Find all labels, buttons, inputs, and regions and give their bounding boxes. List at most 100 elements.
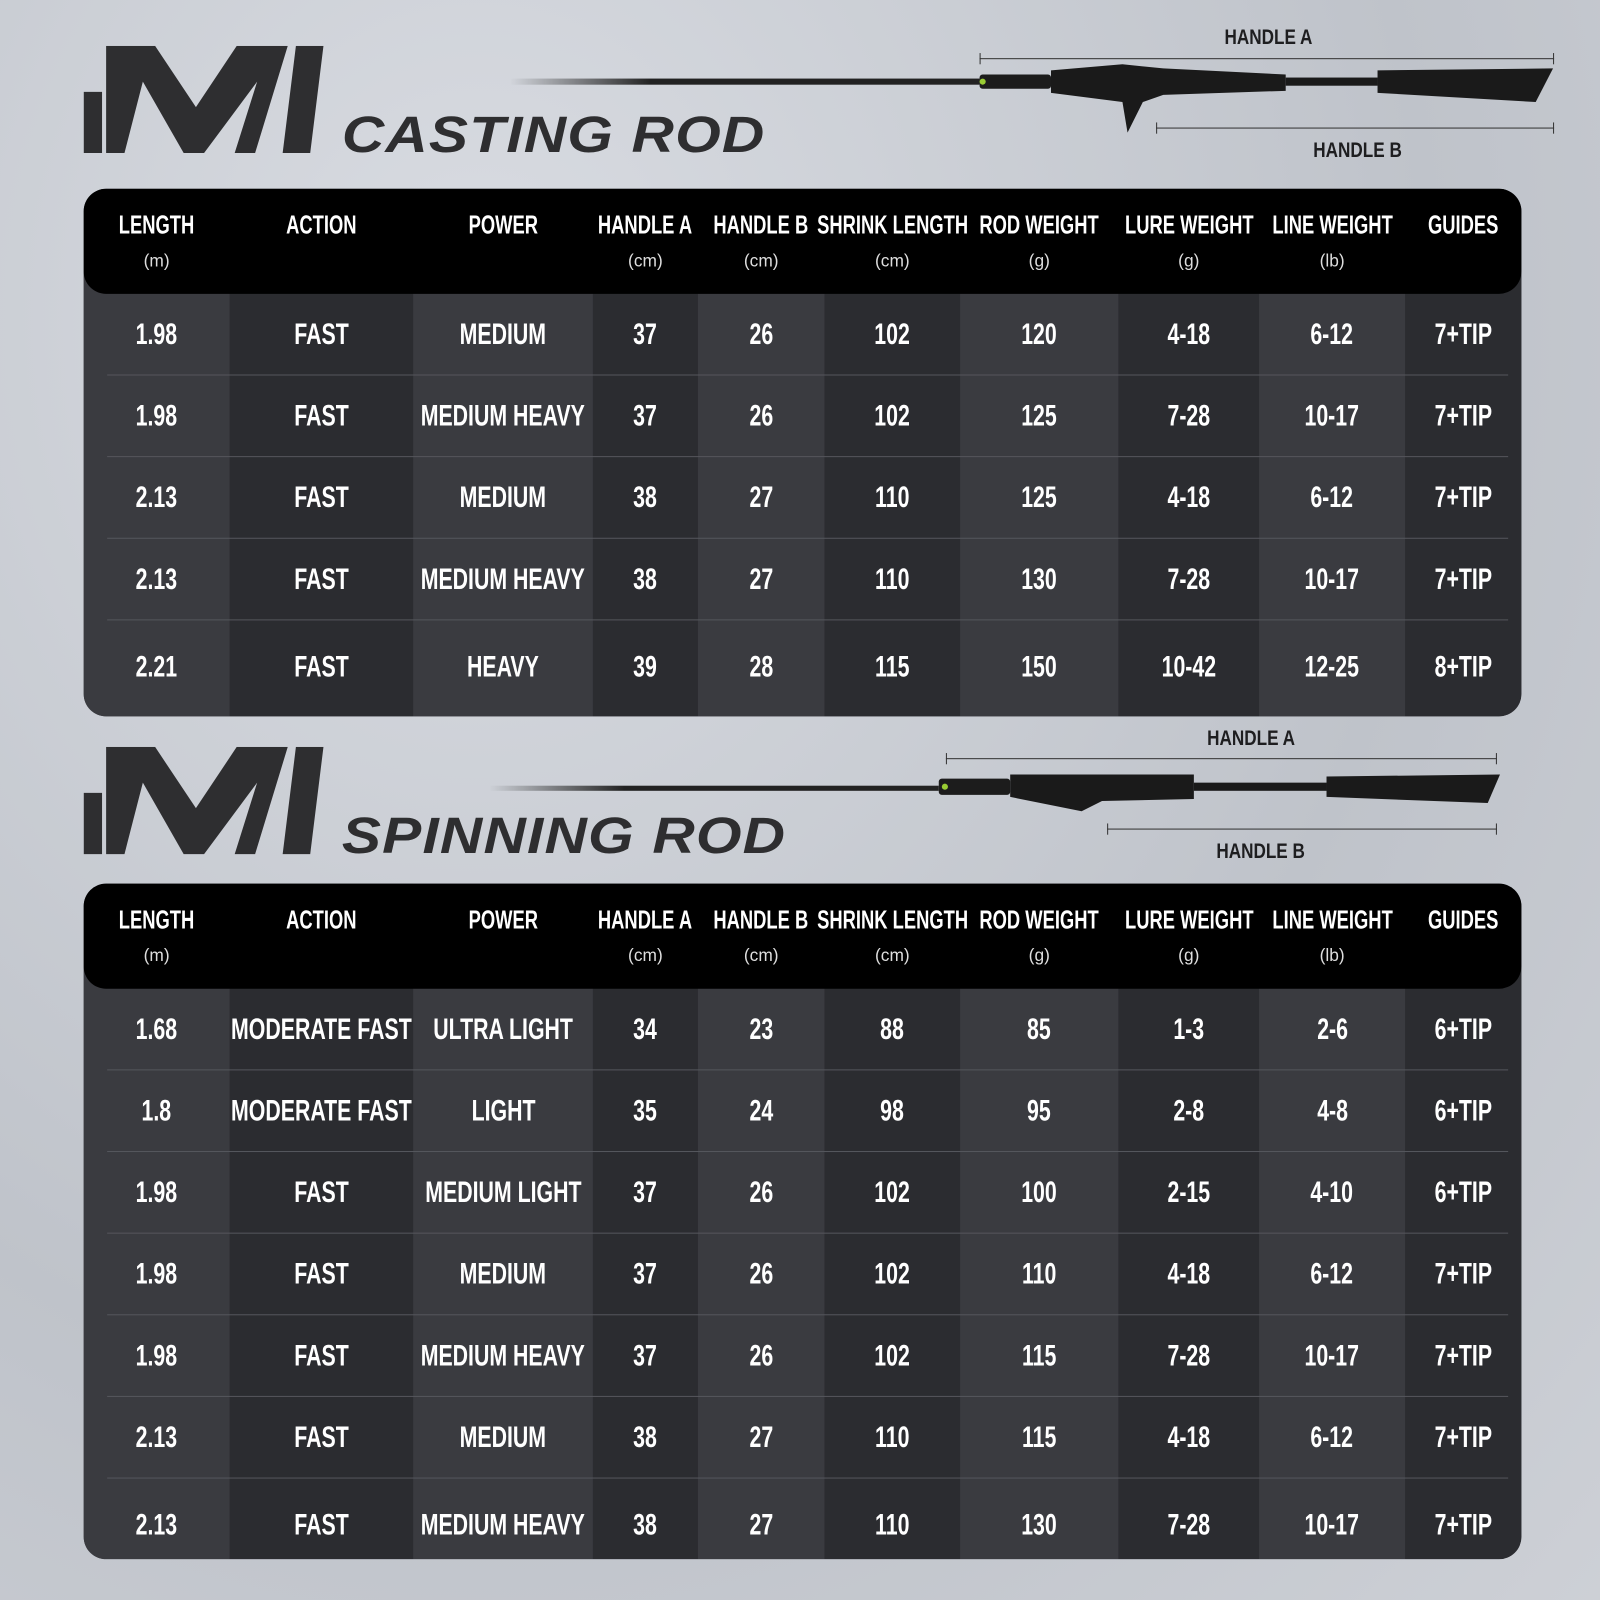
cell-value: MODERATE FAST bbox=[231, 1094, 412, 1128]
table-cell: MEDIUM HEAVY bbox=[413, 1479, 593, 1560]
cell-value: FAST bbox=[294, 1420, 349, 1454]
table-cell: 7+TIP bbox=[1405, 1234, 1521, 1316]
table-cell: 6-12 bbox=[1259, 457, 1405, 539]
table-cell: 7+TIP bbox=[1405, 1479, 1521, 1560]
cell-value: 7-28 bbox=[1167, 1339, 1211, 1372]
table-cell: 102 bbox=[824, 294, 960, 376]
cell-value: 115 bbox=[1022, 1339, 1057, 1372]
cell-value: 34 bbox=[633, 1012, 658, 1046]
table-cell: 27 bbox=[698, 457, 825, 539]
table-cell: 12-25 bbox=[1259, 620, 1405, 714]
brand-logo bbox=[83, 746, 324, 855]
column-header-unit: (cm) bbox=[628, 945, 663, 966]
column-header-label: LINE WEIGHT bbox=[1271, 211, 1393, 240]
cell-value: 37 bbox=[633, 317, 658, 351]
table-cell: 26 bbox=[698, 1315, 825, 1397]
table-cell: 4-18 bbox=[1118, 294, 1259, 376]
cell-value: 1.98 bbox=[135, 317, 178, 351]
table-row: 2.13 FAST MEDIUM HEAVY 38 27 110 130 7-28 10-17 7… bbox=[84, 1479, 1522, 1560]
cell-value: ULTRA LIGHT bbox=[433, 1012, 573, 1046]
table-cell: 37 bbox=[593, 294, 698, 376]
table-cell: 125 bbox=[960, 457, 1118, 539]
cell-value: 12-25 bbox=[1304, 650, 1360, 684]
table-cell: 38 bbox=[593, 457, 698, 539]
table-cell: HEAVY bbox=[413, 620, 593, 714]
table-cell: MEDIUM bbox=[413, 1397, 593, 1479]
cell-value: 2-6 bbox=[1316, 1012, 1348, 1046]
cell-value: 125 bbox=[1021, 481, 1058, 514]
cell-value: 1-3 bbox=[1173, 1012, 1205, 1046]
cell-value: 115 bbox=[1022, 1420, 1057, 1454]
cell-value: 2-8 bbox=[1173, 1094, 1205, 1128]
handle-b-label: HANDLE B bbox=[1313, 138, 1402, 163]
table-cell: MEDIUM bbox=[413, 294, 593, 376]
table-cell: 27 bbox=[698, 1479, 825, 1560]
cell-value: 150 bbox=[1021, 650, 1058, 684]
table-cell: 95 bbox=[960, 1070, 1118, 1152]
cell-value: 125 bbox=[1021, 399, 1058, 433]
table-cell: 1.98 bbox=[84, 294, 230, 376]
table-cell: 10-17 bbox=[1259, 1315, 1405, 1397]
table-cell: 7+TIP bbox=[1405, 539, 1521, 621]
column-header: LENGTH (m) bbox=[84, 189, 230, 294]
cell-value: 10-17 bbox=[1304, 1339, 1360, 1372]
column-header-unit: (m) bbox=[143, 945, 170, 966]
column-header-label: LURE WEIGHT bbox=[1124, 211, 1254, 240]
table-cell: 4-18 bbox=[1118, 457, 1259, 539]
column-header: LURE WEIGHT (g) bbox=[1118, 884, 1259, 989]
table-cell: FAST bbox=[230, 1315, 414, 1397]
column-header: GUIDES bbox=[1405, 884, 1521, 989]
table-cell: 38 bbox=[593, 539, 698, 621]
column-header-label: LINE WEIGHT bbox=[1271, 906, 1393, 935]
handle-b-label: HANDLE B bbox=[1216, 839, 1305, 864]
cell-value: 6-12 bbox=[1310, 1420, 1354, 1454]
cell-value: 4-8 bbox=[1316, 1094, 1348, 1128]
cell-value: 110 bbox=[875, 481, 910, 514]
column-header-label: SHRINK LENGTH bbox=[816, 906, 968, 935]
column-header-unit: (g) bbox=[1178, 251, 1200, 271]
table-cell: 24 bbox=[698, 1070, 825, 1152]
section-title: CASTING ROD bbox=[341, 106, 766, 164]
cell-value: 27 bbox=[749, 1420, 774, 1454]
cell-value: 7-28 bbox=[1167, 1508, 1211, 1542]
cell-value: FAST bbox=[294, 562, 349, 596]
table-cell: 1.8 bbox=[84, 1070, 230, 1152]
column-header: SHRINK LENGTH (cm) bbox=[817, 884, 968, 989]
cell-value: 4-18 bbox=[1167, 481, 1211, 514]
table-cell: 115 bbox=[960, 1315, 1118, 1397]
cell-value: 10-17 bbox=[1304, 399, 1360, 433]
table-cell: 37 bbox=[593, 1234, 698, 1316]
cell-value: 1.98 bbox=[135, 1176, 178, 1209]
table-cell: LIGHT bbox=[413, 1070, 593, 1152]
cell-value: 38 bbox=[633, 562, 658, 596]
cell-value: 100 bbox=[1021, 1176, 1058, 1209]
cell-value: MEDIUM bbox=[459, 481, 547, 514]
cell-value: 7+TIP bbox=[1434, 1420, 1492, 1454]
cell-value: 37 bbox=[633, 1257, 658, 1291]
cell-value: 7+TIP bbox=[1434, 562, 1492, 596]
table-row: 1.98 FAST MEDIUM LIGHT 37 26 102 100 2-15 4-10 6+… bbox=[84, 1152, 1522, 1234]
table-header: LENGTH (m) ACTION POWER HANDLE A (cm) HANDLE B… bbox=[83, 188, 1522, 294]
table-cell: 2.13 bbox=[84, 1479, 230, 1560]
handle-b-dimension bbox=[1107, 823, 1497, 835]
table-cell: 4-10 bbox=[1259, 1152, 1405, 1234]
table-row: 1.98 FAST MEDIUM HEAVY 37 26 102 115 7-28 10-17 7… bbox=[84, 1315, 1522, 1397]
column-header: HANDLE B (cm) bbox=[698, 884, 825, 989]
table-row: 2.13 FAST MEDIUM 38 27 110 125 4-18 6-12 7+TIP bbox=[84, 457, 1522, 539]
table-cell: MEDIUM bbox=[413, 457, 593, 539]
table-row: 1.98 FAST MEDIUM HEAVY 37 26 102 125 7-28 10-17 7… bbox=[84, 376, 1522, 458]
table-cell: 110 bbox=[960, 1234, 1118, 1316]
brand-logo bbox=[83, 45, 324, 154]
table-cell: 110 bbox=[824, 1397, 960, 1479]
cell-value: HEAVY bbox=[467, 650, 539, 684]
cell-value: 6-12 bbox=[1310, 481, 1354, 514]
table-cell: MEDIUM LIGHT bbox=[413, 1152, 593, 1234]
cell-value: 7-28 bbox=[1167, 399, 1211, 433]
table-cell: 7+TIP bbox=[1405, 457, 1521, 539]
cell-value: 2-15 bbox=[1167, 1176, 1211, 1209]
table-cell: 110 bbox=[824, 457, 960, 539]
column-header: ROD WEIGHT (g) bbox=[960, 189, 1118, 294]
table-header: LENGTH (m) ACTION POWER HANDLE A (cm) HANDLE B… bbox=[83, 883, 1522, 989]
column-header: GUIDES bbox=[1405, 189, 1521, 294]
cell-value: 38 bbox=[633, 481, 658, 514]
